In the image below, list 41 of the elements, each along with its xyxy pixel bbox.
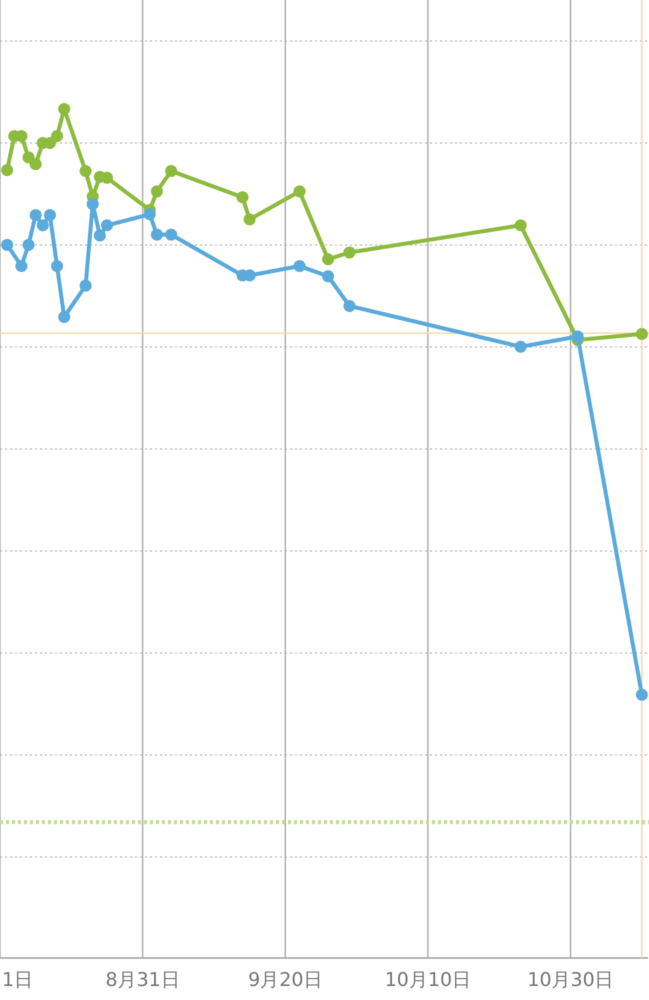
point [100, 219, 113, 232]
point [244, 213, 256, 226]
point [514, 340, 527, 353]
point [51, 130, 64, 142]
point [636, 688, 648, 701]
point [30, 209, 42, 222]
point [36, 219, 49, 232]
point [144, 208, 156, 220]
point [572, 330, 584, 343]
point [150, 228, 163, 241]
point [1, 164, 14, 176]
point [165, 164, 178, 177]
point [86, 198, 99, 210]
point [58, 311, 70, 324]
x-tick-label: 10月30日 [527, 969, 614, 991]
point [30, 158, 42, 170]
point [80, 164, 92, 177]
point [343, 300, 356, 312]
point [514, 219, 527, 232]
point [322, 270, 334, 282]
point [236, 191, 248, 204]
point [636, 328, 648, 340]
point [80, 280, 92, 292]
x-tick-label: 8月31日 [106, 969, 180, 991]
point [294, 185, 306, 198]
point [22, 151, 35, 164]
x-tick-label: 9月20日 [248, 969, 322, 991]
point [15, 260, 28, 272]
point [165, 228, 178, 241]
x-tick-label: 10月10日 [384, 969, 472, 991]
point [343, 246, 356, 258]
point [294, 260, 306, 272]
point [94, 230, 106, 242]
point [1, 238, 14, 251]
point [58, 103, 70, 115]
point [51, 260, 64, 272]
point [322, 253, 334, 266]
point [150, 185, 163, 198]
x-tick-label: 1日 [2, 969, 34, 991]
point [44, 209, 56, 222]
point [22, 238, 35, 251]
